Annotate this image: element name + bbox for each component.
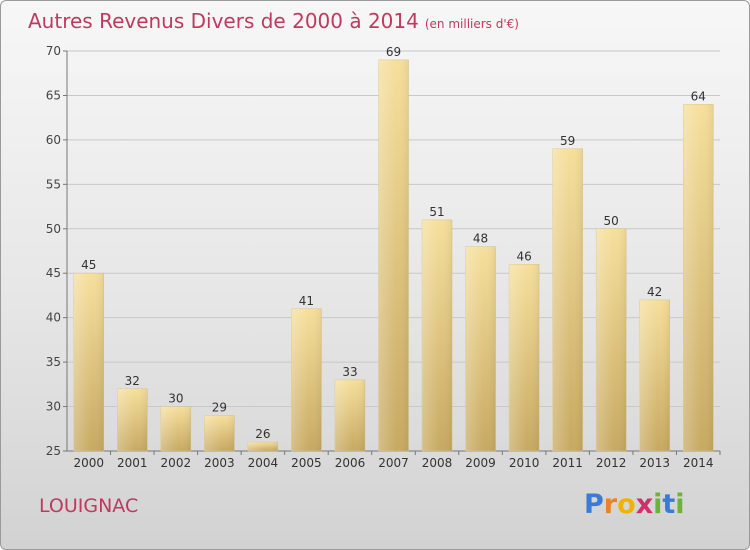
y-tick-label: 70 xyxy=(46,44,61,58)
bar-value-label: 33 xyxy=(342,365,357,379)
x-tick-label: 2003 xyxy=(204,456,235,470)
bar-value-label: 48 xyxy=(473,232,488,246)
bar-highlight xyxy=(73,273,104,451)
y-tick-label: 55 xyxy=(46,177,61,191)
x-tick-label: 2001 xyxy=(117,456,148,470)
chart-title-block: Autres Revenus Divers de 2000 à 2014 (en … xyxy=(28,9,519,33)
bar-highlight xyxy=(378,59,409,452)
x-tick-label: 2007 xyxy=(378,456,409,470)
bar-highlight xyxy=(422,219,453,451)
x-tick-label: 2011 xyxy=(552,456,583,470)
y-tick-label: 45 xyxy=(46,266,61,280)
bar-value-label: 41 xyxy=(299,294,314,308)
x-tick-label: 2004 xyxy=(248,456,279,470)
y-tick-label: 30 xyxy=(46,400,61,414)
chart-subtitle: (en milliers d'€) xyxy=(424,17,519,31)
y-tick-label: 65 xyxy=(46,88,61,102)
y-tick-label: 25 xyxy=(46,444,61,458)
chart-title: Autres Revenus Divers de 2000 à 2014 xyxy=(28,9,419,33)
x-tick-label: 2010 xyxy=(509,456,540,470)
logo-letter: i xyxy=(653,489,663,520)
bar-value-label: 30 xyxy=(168,392,183,406)
bar-highlight xyxy=(247,442,278,451)
bar-highlight xyxy=(552,148,583,451)
logo-letter: x xyxy=(635,489,654,520)
x-tick-label: 2000 xyxy=(73,456,104,470)
logo-letter: o xyxy=(617,489,636,520)
bar-highlight xyxy=(334,379,365,451)
bar-highlight xyxy=(465,246,496,451)
value-labels: 45 32 30 29 26 41 33 69 51 48 46 59 50 42 64 xyxy=(81,45,706,441)
y-tick-label: 50 xyxy=(46,222,61,236)
x-tick-label: 2012 xyxy=(596,456,627,470)
bar-value-label: 51 xyxy=(429,205,444,219)
bars xyxy=(73,59,714,452)
bar-value-label: 69 xyxy=(386,45,401,59)
x-tick-label: 2008 xyxy=(422,456,453,470)
y-tick-label: 40 xyxy=(46,311,61,325)
bar-value-label: 26 xyxy=(255,427,270,441)
axes: 25 30 35 40 45 50 55 60 65 70 2000 2001 2002 2003 2004… xyxy=(46,44,721,470)
bar-highlight xyxy=(117,388,148,451)
bar-value-label: 42 xyxy=(647,285,662,299)
logo-letter: P xyxy=(584,489,604,520)
x-tick-label: 2009 xyxy=(465,456,496,470)
proxiti-logo: Proxiti xyxy=(584,489,685,520)
commune-name: LOUIGNAC xyxy=(39,495,139,517)
logo-letter: t xyxy=(662,489,676,520)
bar-value-label: 32 xyxy=(125,374,140,388)
logo-letter: r xyxy=(603,489,618,520)
bar-highlight xyxy=(160,406,191,451)
bar-highlight xyxy=(509,264,540,451)
x-tick-label: 2002 xyxy=(161,456,192,470)
bar-value-label: 29 xyxy=(212,400,227,414)
x-tick-label: 2005 xyxy=(291,456,322,470)
y-tick-label: 35 xyxy=(46,355,61,369)
bar-highlight xyxy=(204,415,235,451)
bar-highlight xyxy=(291,308,322,451)
bar-value-label: 64 xyxy=(691,89,706,103)
bar-highlight xyxy=(596,228,627,451)
bar-highlight xyxy=(639,299,670,451)
x-tick-label: 2006 xyxy=(335,456,366,470)
bar-value-label: 46 xyxy=(516,249,531,263)
bar-value-label: 45 xyxy=(81,258,96,272)
x-tick-label: 2014 xyxy=(683,456,714,470)
x-tick-label: 2013 xyxy=(639,456,670,470)
bar-highlight xyxy=(683,104,714,451)
y-tick-label: 60 xyxy=(46,133,61,147)
logo-letter: i xyxy=(675,489,685,520)
bar-value-label: 59 xyxy=(560,134,575,148)
bar-value-label: 50 xyxy=(604,214,619,228)
